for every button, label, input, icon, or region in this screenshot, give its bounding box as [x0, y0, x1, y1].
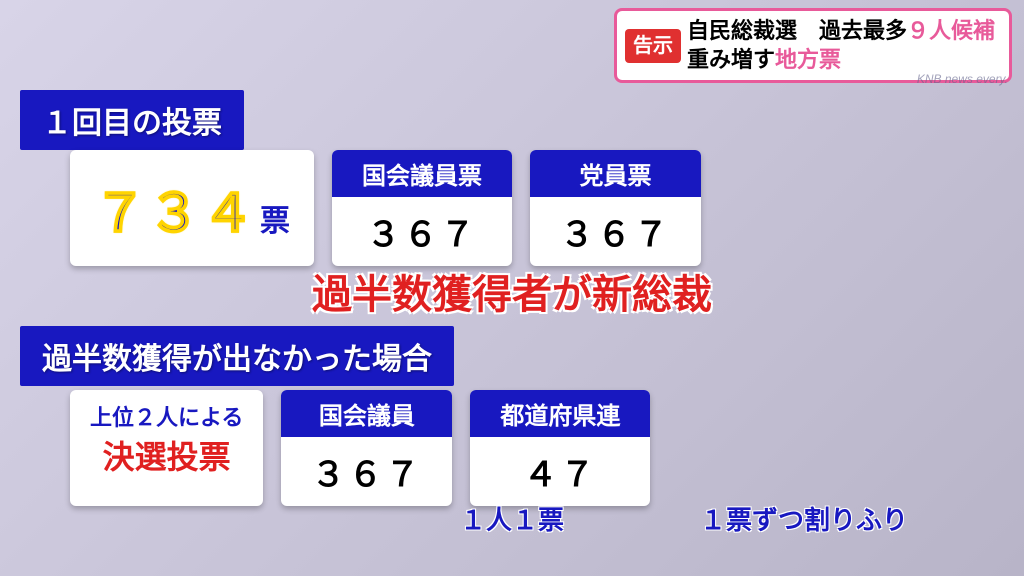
runoff-vote: 決選投票 — [90, 432, 243, 478]
announcement-badge: 告示 — [625, 29, 681, 63]
total-votes-unit: 票 — [260, 196, 290, 240]
panel-value: ３６７ — [332, 197, 512, 266]
section-runoff: 過半数獲得が出なかった場合 — [20, 326, 454, 386]
panel-header: 国会議員票 — [332, 150, 512, 197]
panel-header: 党員票 — [530, 150, 701, 197]
panel-value: ４７ — [470, 437, 650, 506]
channel-watermark: KNB news every. — [917, 72, 1008, 86]
total-votes-number: ７３４ — [94, 171, 256, 246]
first-vote-row: ７３４ 票 国会議員票 ３６７ 党員票 ３６７ — [70, 150, 701, 266]
panel-header: 国会議員 — [281, 390, 452, 437]
banner-line1: 自民総裁選 過去最多９人候補 — [687, 17, 995, 46]
runoff-top2: 上位２人による — [90, 400, 243, 432]
banner-line2: 重み増す地方票 — [687, 46, 995, 75]
runoff-row: 上位２人による 決選投票 国会議員 ３６７ 都道府県連 ４７ — [70, 390, 650, 506]
panel-value: ３６７ — [530, 197, 701, 266]
section-first-vote: １回目の投票 — [20, 90, 244, 150]
panel-header: 都道府県連 — [470, 390, 650, 437]
total-votes-panel: ７３４ 票 — [70, 150, 314, 266]
majority-winner-text: 過半数獲得者が新総裁 — [312, 262, 712, 320]
runoff-panel: 上位２人による 決選投票 — [70, 390, 263, 506]
member-votes-panel: 党員票 ３６７ — [530, 150, 701, 266]
runoff-prefecture-panel: 都道府県連 ４７ — [470, 390, 650, 506]
note-one-vote-each: １人１票 — [460, 500, 564, 537]
runoff-diet-panel: 国会議員 ３６７ — [281, 390, 452, 506]
section-label: １回目の投票 — [20, 90, 244, 150]
diet-votes-panel: 国会議員票 ３６７ — [332, 150, 512, 266]
note-allocation: １票ずつ割りふり — [700, 500, 908, 537]
panel-value: ３６７ — [281, 437, 452, 506]
section-label: 過半数獲得が出なかった場合 — [20, 326, 454, 386]
